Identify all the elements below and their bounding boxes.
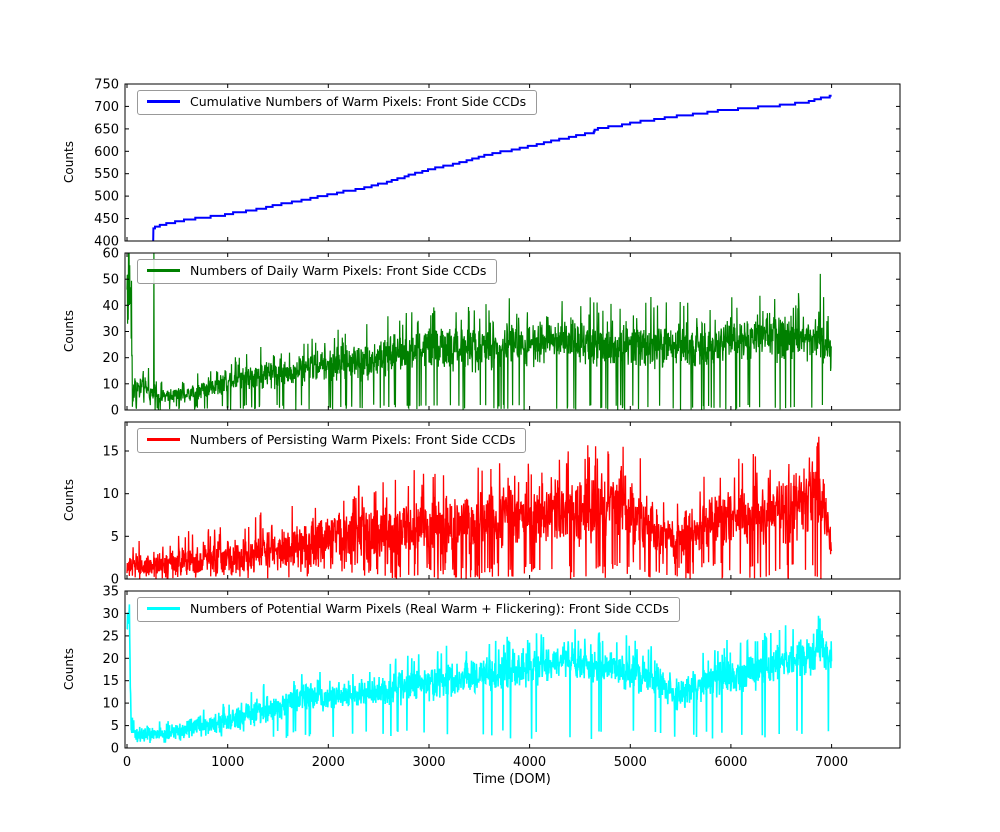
legend-label: Numbers of Daily Warm Pixels: Front Side… <box>190 263 487 278</box>
x-tick-label: 4000 <box>513 755 546 770</box>
y-tick-label: 30 <box>102 607 119 622</box>
legend-line-icon <box>147 438 180 442</box>
legend-label: Cumulative Numbers of Warm Pixels: Front… <box>190 94 527 109</box>
y-tick-label: 50 <box>102 273 119 288</box>
y-tick-label: 60 <box>102 247 119 262</box>
y-axis-label: Counts <box>62 310 76 352</box>
y-tick-label: 0 <box>111 742 119 757</box>
legend-potential-warm-pixels: Numbers of Potential Warm Pixels (Real W… <box>137 597 680 622</box>
x-tick-label: 3000 <box>412 755 445 770</box>
data-line-3 <box>126 604 833 744</box>
y-tick-label: 15 <box>102 674 119 689</box>
legend-line-icon <box>147 607 180 611</box>
y-tick-label: 550 <box>94 167 119 182</box>
y-tick-label: 35 <box>102 585 119 600</box>
subplot-frame-0 <box>124 83 901 242</box>
y-tick-label: 750 <box>94 78 119 93</box>
data-line-0 <box>152 94 832 241</box>
y-tick-label: 20 <box>102 652 119 667</box>
y-axis-label: Counts <box>62 141 76 183</box>
y-tick-label: 0 <box>111 573 119 588</box>
subplot-frame-2 <box>124 421 901 580</box>
legend-daily-warm-pixels: Numbers of Daily Warm Pixels: Front Side… <box>137 259 498 284</box>
y-tick-label: 600 <box>94 145 119 160</box>
y-tick-label: 25 <box>102 629 119 644</box>
y-tick-label: 15 <box>102 445 119 460</box>
y-tick-label: 20 <box>102 351 119 366</box>
data-line-1 <box>126 253 833 410</box>
x-tick-label: 6000 <box>714 755 747 770</box>
legend-line-icon <box>147 269 180 273</box>
y-tick-label: 10 <box>102 377 119 392</box>
legend-persisting-warm-pixels: Numbers of Persisting Warm Pixels: Front… <box>137 428 527 453</box>
legend-line-icon <box>147 100 180 104</box>
y-tick-label: 40 <box>102 299 119 314</box>
y-tick-label: 0 <box>111 404 119 419</box>
legend-cumulative-warm-pixels: Cumulative Numbers of Warm Pixels: Front… <box>137 90 538 115</box>
x-tick-label: 2000 <box>312 755 345 770</box>
x-tick-label: 1000 <box>211 755 244 770</box>
legend-label: Numbers of Persisting Warm Pixels: Front… <box>190 432 516 447</box>
x-tick-label: 0 <box>123 755 131 770</box>
data-line-2 <box>126 436 833 579</box>
y-tick-label: 10 <box>102 697 119 712</box>
y-tick-label: 5 <box>111 719 119 734</box>
subplot-frame-3 <box>124 590 901 749</box>
y-tick-label: 5 <box>111 530 119 545</box>
y-tick-label: 400 <box>94 235 119 250</box>
y-tick-label: 650 <box>94 122 119 137</box>
x-tick-label: 5000 <box>614 755 647 770</box>
y-axis-label: Counts <box>62 648 76 690</box>
y-tick-label: 10 <box>102 487 119 502</box>
y-tick-label: 700 <box>94 100 119 115</box>
legend-label: Numbers of Potential Warm Pixels (Real W… <box>190 601 669 616</box>
y-tick-label: 30 <box>102 325 119 340</box>
y-tick-label: 450 <box>94 212 119 227</box>
y-axis-label: Counts <box>62 479 76 521</box>
x-tick-label: 7000 <box>815 755 848 770</box>
y-tick-label: 500 <box>94 190 119 205</box>
x-axis-label: Time (DOM) <box>473 772 551 787</box>
